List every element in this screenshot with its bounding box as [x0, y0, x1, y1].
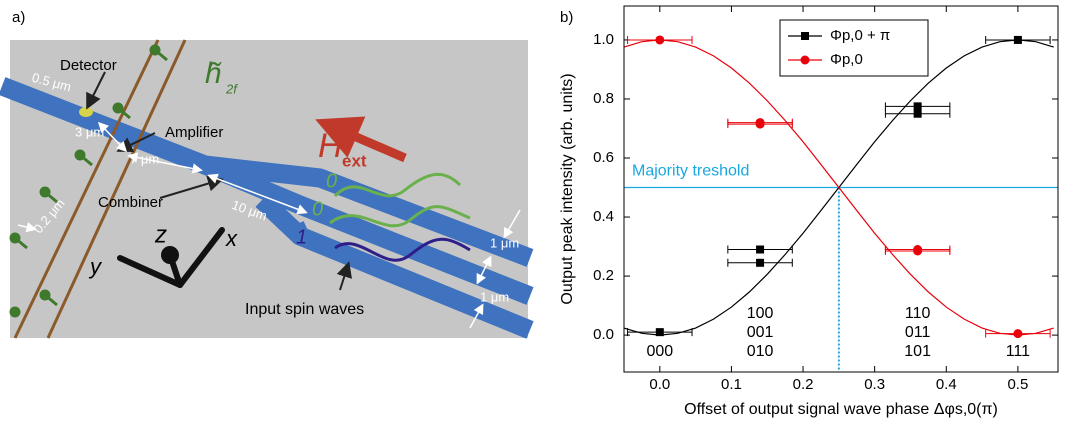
dimension-label: 3 μm: [75, 124, 104, 139]
h-ext: H: [318, 127, 343, 165]
combiner-label: Combiner: [98, 194, 163, 211]
legend-marker: [801, 32, 809, 40]
legend-label: Φp,0: [830, 51, 863, 68]
marker: [1013, 35, 1022, 44]
y-tick-label: 0.0: [593, 326, 614, 343]
x-tick-label: 0.3: [864, 376, 885, 393]
group-label: 110: [905, 305, 931, 322]
y-tick-label: 0.8: [593, 90, 614, 107]
dimension-label: 7 μm: [130, 151, 159, 166]
marker: [913, 109, 922, 118]
field-arrow: [315, 116, 407, 163]
panel-label: a): [12, 9, 25, 26]
y-axis-title: Output peak intensity (arb. units): [559, 73, 576, 304]
h-field: h̃: [205, 57, 222, 90]
marker: [756, 258, 765, 267]
x-axis-title: Offset of output signal wave phase Δφs,0…: [684, 401, 998, 418]
bit: 0: [326, 170, 337, 192]
h-field-sub: 2f: [225, 81, 238, 96]
axis-y: y: [88, 254, 103, 279]
axis-z: z: [154, 221, 167, 248]
legend-marker: [800, 55, 810, 65]
plot-frame: [623, 5, 1059, 373]
x-tick-label: 0.5: [1007, 376, 1028, 393]
marker: [655, 328, 664, 337]
marker: [913, 102, 922, 111]
x-tick-label: 0.4: [936, 376, 957, 393]
y-tick-label: 0.6: [593, 149, 614, 166]
group-label: 101: [904, 343, 931, 360]
dimension-label: 1 μm: [480, 289, 509, 304]
h-ext-sub: ext: [342, 151, 367, 170]
wave: [334, 237, 471, 262]
antennas: [9, 44, 168, 318]
legend-label: Φp,0 + π: [830, 27, 890, 44]
x-tick-label: 0.1: [721, 376, 742, 393]
marker: [913, 246, 923, 256]
detector-label: Detector: [60, 57, 117, 74]
x-tick-label: 0.2: [793, 376, 814, 393]
dimension-label: 1 μm: [490, 235, 519, 250]
fit-line: [623, 39, 1054, 336]
group-label: 010: [747, 343, 774, 360]
x-tick-label: 0.0: [649, 376, 670, 393]
bit: 1: [296, 226, 307, 248]
threshold-label: Majority treshold: [632, 163, 749, 180]
group-label: 111: [1006, 343, 1030, 360]
input-label: Input spin waves: [245, 301, 364, 318]
group-label: 100: [747, 305, 774, 322]
wave: [333, 172, 462, 198]
dimension-arrows: [17, 121, 521, 329]
bit: 0: [312, 198, 323, 220]
panel-label: b): [560, 9, 573, 26]
wave: [329, 205, 471, 228]
marker: [756, 245, 765, 254]
y-tick-label: 0.4: [593, 208, 614, 225]
amplifier-label: Amplifier: [165, 124, 223, 141]
y-tick-label: 0.2: [593, 267, 614, 284]
group-label: 011: [905, 324, 931, 341]
marker: [1013, 329, 1023, 339]
panel-a: a): [0, 9, 534, 339]
coordinate-axes: [117, 227, 225, 288]
wires: [13, 39, 187, 339]
legend-box: [779, 19, 929, 77]
detector: [79, 107, 93, 117]
marker: [755, 119, 765, 129]
axis-x: x: [225, 226, 238, 251]
group-label: 000: [646, 343, 673, 360]
group-label: 001: [747, 324, 774, 341]
plot: 0.0 0.2 0.4 0.6 0.8 1.0 0.0 0.1 0.2 0.3 0.4 0.5 Majo…: [593, 5, 1059, 393]
marker: [655, 35, 665, 45]
y-tick-label: 1.0: [593, 31, 614, 48]
